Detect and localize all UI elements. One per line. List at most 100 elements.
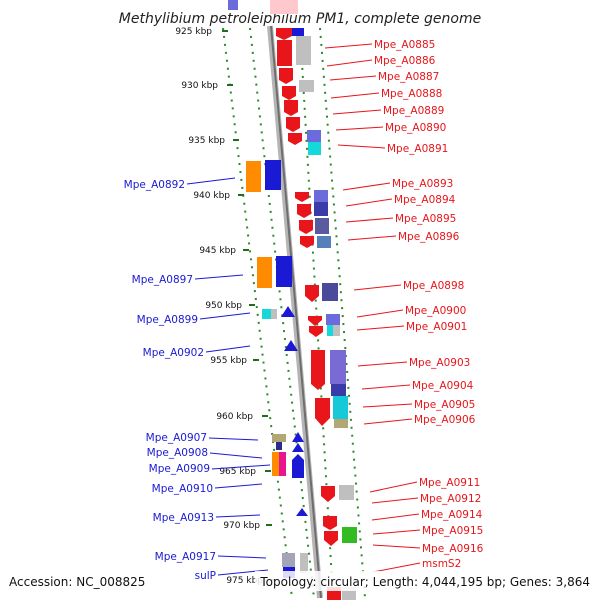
gene-arrow	[282, 86, 296, 100]
tick-label: 960 kbp	[216, 412, 253, 422]
gene-arrow	[288, 133, 302, 145]
reverse-strand-genes	[228, 0, 308, 578]
gene-label: Mpe_A0886	[374, 55, 436, 67]
gene-arrow	[297, 204, 311, 218]
gene-block	[296, 36, 311, 65]
gene-block	[271, 309, 277, 319]
outer-left-track	[222, 27, 293, 599]
gene-block	[331, 384, 346, 396]
gene-block	[315, 218, 329, 234]
gene-label: Mpe_A0908	[147, 447, 208, 459]
gene-arrow	[286, 117, 300, 132]
gene-label: Mpe_A0892	[124, 179, 185, 191]
gene-block	[279, 452, 286, 476]
gene-label: sulP	[195, 570, 216, 582]
gene-label: Mpe_A0910	[152, 483, 213, 495]
gene-arrow	[311, 350, 325, 390]
gene-label: Mpe_A0913	[153, 512, 214, 524]
tick-label: 955 kbp	[210, 356, 247, 366]
gene-label: Mpe_A0890	[385, 122, 446, 134]
gene-label: Mpe_A0903	[409, 357, 470, 369]
gene-label: Mpe_A0891	[387, 143, 448, 155]
tick-label: 930 kbp	[181, 81, 218, 91]
tick-label: 950 kbp	[205, 301, 242, 311]
gene-label: Mpe_A0916	[422, 543, 484, 555]
gene-block	[299, 80, 314, 92]
gene-arrow	[299, 220, 313, 234]
tick-label: 925 kbp	[175, 27, 212, 37]
gene-arrow	[295, 192, 309, 202]
gene-label: Mpe_A0896	[398, 231, 460, 243]
gene-label: msmS2	[422, 558, 461, 570]
gene-arrow	[308, 316, 322, 326]
gene-label: Mpe_A0901	[406, 321, 467, 333]
gene-block	[317, 236, 331, 248]
gene-label: Mpe_A0915	[422, 525, 483, 537]
gene-block	[277, 40, 292, 66]
gene-block	[246, 161, 261, 192]
gene-label: Mpe_A0904	[412, 380, 474, 392]
gene-block	[307, 130, 321, 142]
gene-label: Mpe_A0897	[132, 274, 193, 286]
gene-block	[270, 0, 298, 14]
gene-label: Mpe_A0894	[394, 194, 456, 206]
gene-label: Mpe_A0907	[146, 432, 207, 444]
tick-label: 940 kbp	[193, 191, 230, 201]
gene-arrow	[305, 285, 319, 302]
gene-arrow	[284, 340, 298, 351]
gene-label: Mpe_A0899	[137, 314, 198, 326]
gene-block	[292, 28, 304, 36]
genome-backbone	[267, 25, 323, 599]
gene-block	[326, 314, 340, 325]
gene-arrow	[321, 486, 335, 502]
tick-label: 935 kbp	[188, 136, 225, 146]
tick-label: 970 kbp	[223, 521, 260, 531]
gene-block	[322, 283, 338, 301]
gene-label: Mpe_A0887	[378, 71, 439, 83]
scale-tick-labels: 925 kbp 930 kbp 935 kbp 940 kbp 945 kbp …	[175, 27, 263, 586]
gene-label: Mpe_A0888	[381, 88, 442, 100]
gene-label: Mpe_A0898	[403, 280, 464, 292]
tick-label: 975 kbp	[226, 576, 263, 586]
gene-block	[257, 257, 272, 288]
gene-label: Mpe_A0906	[414, 414, 476, 426]
gene-block	[300, 553, 308, 573]
gene-arrow	[292, 443, 304, 452]
gene-arrow	[292, 454, 304, 478]
gene-label: Mpe_A0911	[419, 477, 480, 489]
gene-arrow	[324, 531, 338, 546]
forward-gene-labels: Mpe_A0885 Mpe_A0886 Mpe_A0887 Mpe_A0888 …	[374, 39, 484, 570]
gene-arrow	[300, 236, 314, 248]
gene-block	[314, 202, 328, 216]
gene-block	[276, 256, 292, 287]
gene-label: Mpe_A0893	[392, 178, 453, 190]
footer: Accession: NC_008825 Topology: circular;…	[9, 571, 597, 591]
gene-block	[262, 309, 271, 319]
gene-block	[327, 325, 333, 336]
accession-text: Accession: NC_008825	[9, 575, 145, 589]
gene-label: Mpe_A0902	[143, 347, 204, 359]
gene-block	[308, 142, 321, 155]
gene-arrow	[284, 100, 298, 116]
gene-block	[276, 442, 282, 450]
gene-label: Mpe_A0917	[155, 551, 216, 563]
gene-block	[282, 553, 295, 567]
left-leader-lines	[186, 177, 271, 576]
gene-arrow	[323, 516, 337, 530]
gene-block	[265, 160, 281, 190]
gene-label: Mpe_A0912	[420, 493, 481, 505]
gene-label: Mpe_A0905	[414, 399, 475, 411]
gene-block	[342, 527, 357, 543]
genome-summary-text: Topology: circular; Length: 4,044,195 bp…	[259, 575, 590, 589]
gene-arrow	[315, 398, 330, 426]
gene-block	[330, 350, 346, 384]
gene-block	[314, 190, 328, 202]
gene-label: Mpe_A0909	[149, 463, 210, 475]
gene-arrow	[279, 68, 293, 84]
map-title: Methylibium petroleiphilum PM1, complete…	[119, 11, 481, 27]
gene-block	[272, 452, 279, 476]
forward-strand-genes	[270, 0, 357, 600]
gene-arrow	[292, 432, 304, 442]
right-leader-lines	[324, 43, 421, 573]
